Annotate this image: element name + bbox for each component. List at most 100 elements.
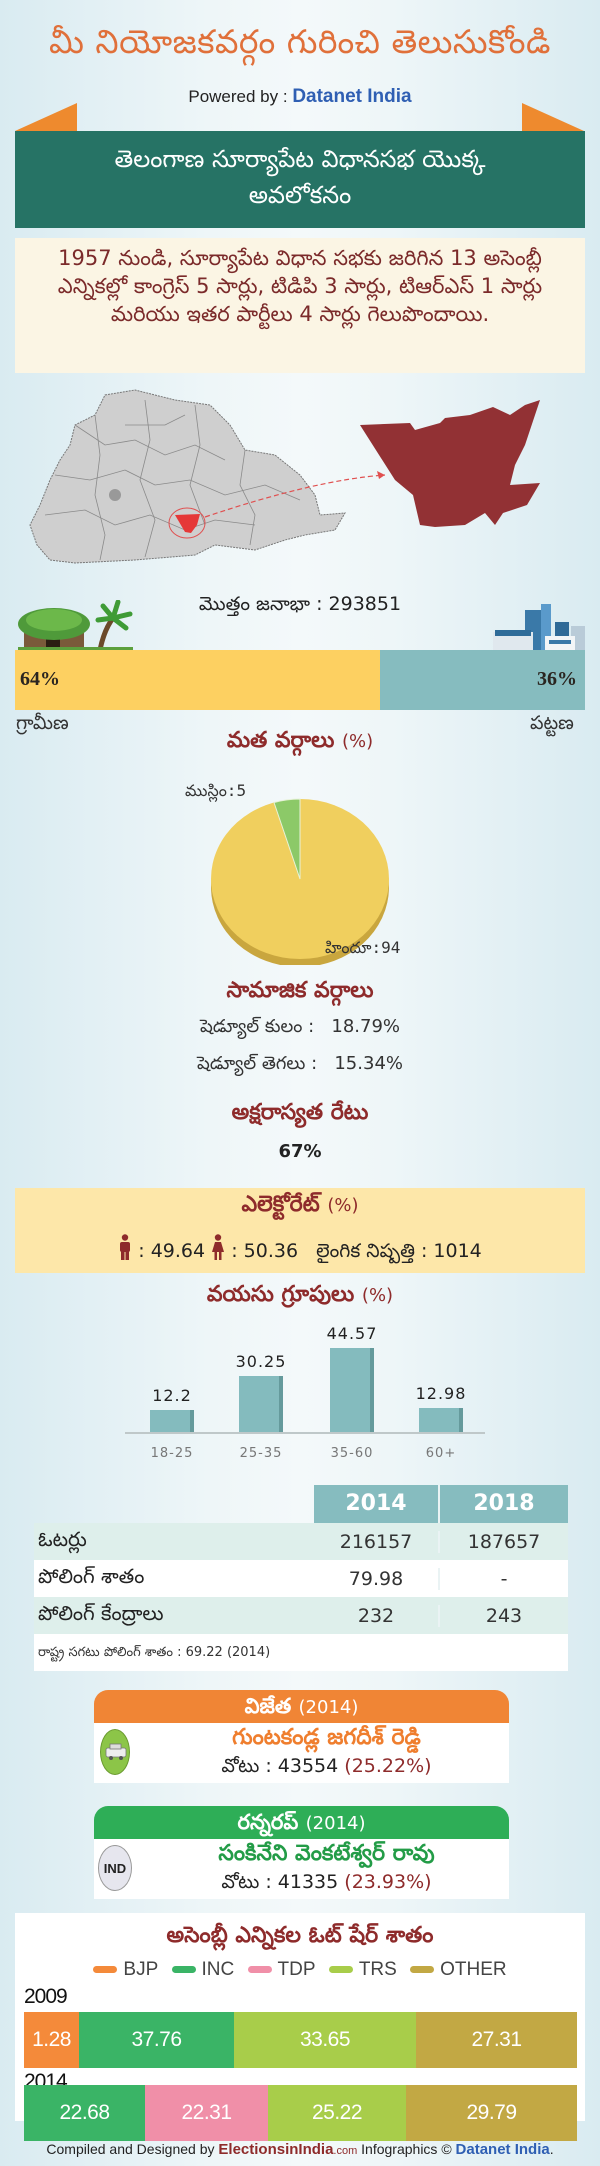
segment-trs-2009: 33.65 — [234, 2012, 416, 2068]
year-label-2009: 2009 — [24, 1985, 68, 2008]
legend-swatch-bjp — [93, 1966, 118, 1974]
winner-card: విజేత (2014) గుంటకండ్ల జగదీశ్ రెడ్డి వోట… — [94, 1690, 509, 1783]
cell-2018: 243 — [438, 1604, 568, 1627]
legend-label: TDP — [277, 1959, 316, 1980]
ribbon-left-fold — [15, 103, 77, 131]
age-groups-unit: (%) — [361, 1285, 394, 1306]
table-header-row: 2014 2018 — [34, 1485, 568, 1523]
legend-trs: TRS — [328, 1959, 397, 1981]
banner-line-1: తెలంగాణ సూర్యాపేట విధానసభ యొక్క — [114, 145, 486, 173]
chart-baseline — [125, 1432, 485, 1434]
constituency-map — [15, 385, 590, 585]
age-groups-title-text: వయసు గ్రూపులు — [206, 1282, 355, 1307]
constituency-shape — [360, 400, 540, 527]
bar-60-plus — [419, 1408, 463, 1433]
footer-eii-main: ElectionsinIndia — [218, 2141, 334, 2158]
footer-prefix: Compiled and Designed by — [46, 2141, 219, 2157]
stack-bar-2014: 22.68 22.31 25.22 29.79 — [24, 2085, 577, 2141]
winner-votes: వోటు : 43554 (25.22%) — [154, 1755, 499, 1782]
row-label: ఓటర్లు — [38, 1527, 87, 1551]
urban-segment: 36% — [379, 650, 585, 710]
rural-segment: 64% — [15, 650, 380, 710]
table-row: పోలింగ్ శాతం 79.98 - — [34, 1560, 568, 1597]
cell-2018: - — [438, 1567, 568, 1590]
header-2018: 2018 — [438, 1485, 568, 1523]
constituency-banner: తెలంగాణ సూర్యాపేట విధానసభ యొక్క అవలోకనం — [15, 131, 585, 228]
cell-2014: 232 — [357, 1604, 395, 1627]
legend-label: TRS — [358, 1959, 397, 1980]
electorate-row: : 49.64 : 50.36 లైంగిక నిష్పత్తి : 1014 — [15, 1234, 585, 1267]
literacy-title: అక్షరాస్యత రేటు — [231, 1100, 369, 1125]
page-title: మీ నియోజకవర్గం గురించి తెలుసుకోండి — [49, 22, 551, 61]
legend-label: BJP — [123, 1959, 159, 1980]
footer-eii-suffix: .com — [333, 2145, 358, 2157]
electorate-title: ఎలెక్టోరేట్ (%) — [15, 1192, 585, 1222]
powered-by-brand: Datanet India — [292, 86, 412, 107]
bar-label-35-60: 35-60 — [330, 1446, 374, 1461]
pie-slice-muslim — [273, 798, 301, 880]
footer-end: . — [549, 2141, 554, 2157]
st-value: 15.34% — [334, 1053, 403, 1074]
religion-unit: (%) — [342, 731, 374, 752]
electorate-box: ఎలెక్టోరేట్ (%) : 49.64 : 50.36 లైంగిక న… — [15, 1188, 585, 1273]
bar-value-25-35: 30.25 — [235, 1352, 287, 1371]
female-icon — [212, 1234, 225, 1260]
runner-up-body: IND సంకినేని వెంకటేశ్వర్ రావు వోటు : 413… — [94, 1839, 509, 1899]
sc-row: షెడ్యూల్ కులం : 18.79% — [0, 1016, 600, 1041]
hyderabad-cluster — [109, 489, 121, 501]
cell-2018: 187657 — [438, 1530, 568, 1553]
segment-inc-2009: 37.76 — [79, 2012, 234, 2068]
winner-vote-count: వోటు : 43554 — [221, 1755, 339, 1777]
bar-label-18-25: 18-25 — [150, 1446, 194, 1461]
hindu-label: హిందూ:94 — [325, 938, 401, 957]
segment-other-2014: 29.79 — [406, 2085, 577, 2141]
electorate-title-text: ఎలెక్టోరేట్ — [241, 1192, 320, 1217]
female-percent: : 50.36 — [231, 1240, 299, 1262]
intro-summary: 1957 నుండి, సూర్యాపేట విధాన సభకు జరిగిన … — [15, 238, 585, 373]
rural-urban-bar: 64% 36% — [15, 650, 585, 710]
cell-2014: 216157 — [339, 1530, 413, 1553]
legend-swatch-inc — [171, 1966, 196, 1974]
runner-up-vote-count: వోటు : 41335 — [221, 1871, 339, 1893]
religion-pie-chart: ముస్లిం:5 హిందూ:94 — [185, 775, 415, 967]
state-average-note: రాష్ట్ర సగటు పోలింగ్ శాతం : 69.22 (2014) — [34, 1634, 568, 1671]
ribbon-right-fold — [522, 103, 584, 131]
literacy-value: 67% — [278, 1141, 322, 1162]
voter-table: 2014 2018 ఓటర్లు 216157 187657 పోలింగ్ శ… — [34, 1485, 568, 1671]
runner-up-header: రన్నరప్ (2014) — [94, 1806, 509, 1839]
bar-18-25 — [150, 1410, 194, 1433]
table-row: ఓటర్లు 216157 187657 — [34, 1523, 568, 1560]
religion-title-text: మత వర్గాలు — [226, 728, 335, 753]
sc-label: షెడ్యూల్ కులం : — [199, 1016, 315, 1037]
row-label: పోలింగ్ కేంద్రాలు — [38, 1601, 164, 1625]
legend-bjp: BJP — [93, 1959, 158, 1981]
rural-percent: 64% — [20, 668, 60, 690]
highlight-region — [175, 514, 200, 533]
urban-percent: 36% — [536, 668, 577, 690]
legend-inc: INC — [171, 1959, 234, 1981]
electorate-unit: (%) — [327, 1195, 359, 1216]
bar-35-60 — [330, 1348, 374, 1433]
winner-vote-share: (25.22%) — [344, 1755, 432, 1777]
segment-other-2009: 27.31 — [416, 2012, 577, 2068]
winner-header: విజేత (2014) — [94, 1690, 509, 1723]
runner-up-title: రన్నరప్ — [237, 1810, 299, 1834]
segment-tdp-2014: 22.31 — [145, 2085, 268, 2141]
footer-elections-in-india: ElectionsinIndia.com — [218, 2141, 357, 2158]
social-groups-title: సామాజిక వర్గాలు — [226, 978, 374, 1003]
city-buildings-icon — [493, 604, 585, 652]
runner-up-votes: వోటు : 41335 (23.93%) — [154, 1871, 499, 1898]
bar-value-35-60: 44.57 — [326, 1324, 378, 1343]
banner-line-2: అవలోకనం — [248, 181, 352, 209]
bar-label-25-35: 25-35 — [239, 1446, 283, 1461]
powered-by: Powered by : Datanet India — [0, 86, 600, 108]
muslim-label: ముస్లిం:5 — [185, 781, 247, 800]
rural-label: గ్రామీణ — [16, 712, 69, 734]
winner-year: (2014) — [298, 1697, 359, 1718]
header-2014: 2014 — [314, 1485, 438, 1523]
winner-title: విజేత — [244, 1694, 292, 1718]
cell-2014: 79.98 — [348, 1567, 404, 1590]
segment-bjp-2009: 1.28 — [24, 2012, 79, 2068]
table-row: పోలింగ్ కేంద్రాలు 232 243 — [34, 1597, 568, 1634]
footer-credits: Compiled and Designed by ElectionsinIndi… — [0, 2141, 600, 2158]
